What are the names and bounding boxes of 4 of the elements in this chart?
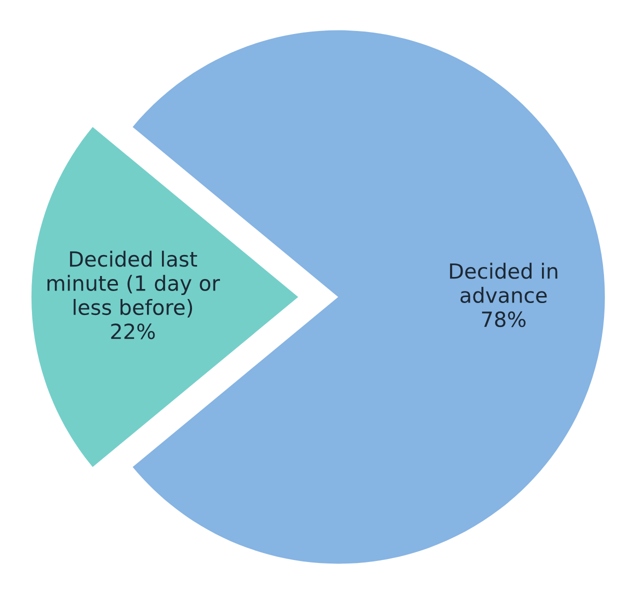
data-label: 78% [482,311,526,328]
slice-label: Decided last minute (1 day or less before) [48,250,220,318]
slice-label: Decided in advance [450,262,558,304]
data-label: 22% [111,323,155,340]
